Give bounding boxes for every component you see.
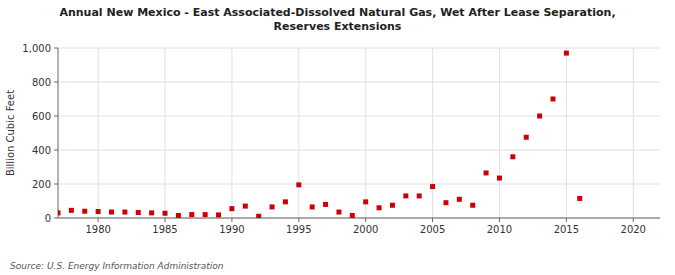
x-tick-label: 1980 <box>85 224 110 235</box>
y-tick-label: 200 <box>32 179 51 190</box>
y-tick-label: 1,000 <box>22 43 51 54</box>
point <box>189 212 194 217</box>
point <box>550 97 555 102</box>
y-tick <box>54 116 58 117</box>
x-tick <box>298 218 299 222</box>
grid-line <box>432 48 433 218</box>
point <box>430 184 435 189</box>
x-tick <box>499 218 500 222</box>
x-tick <box>566 218 567 222</box>
point <box>417 193 422 198</box>
point <box>336 210 341 215</box>
point <box>243 204 248 209</box>
y-tick <box>54 150 58 151</box>
title: Annual New Mexico - East Associated-Diss… <box>59 6 615 33</box>
point <box>163 211 168 216</box>
x-tick-label: 2020 <box>621 224 646 235</box>
point <box>457 197 462 202</box>
point <box>470 203 475 208</box>
y-tick <box>54 184 58 185</box>
grid-line <box>365 48 366 218</box>
x-tick-label: 1985 <box>152 224 177 235</box>
grid-line <box>231 48 232 218</box>
x-axis-line <box>58 218 660 219</box>
point <box>403 193 408 198</box>
grid-line <box>58 82 660 83</box>
grid-line <box>633 48 634 218</box>
grid-line <box>566 48 567 218</box>
grid-line <box>58 48 660 49</box>
point <box>577 196 582 201</box>
x-tick <box>98 218 99 222</box>
x-tick-label: 1990 <box>219 224 244 235</box>
axes: 0 200 400 600 800 1,000 1980 1985 1990 1995 2000 20… <box>22 43 660 236</box>
grid <box>58 48 660 218</box>
point <box>323 202 328 207</box>
point <box>69 208 74 213</box>
point <box>283 199 288 204</box>
x-tick <box>231 218 232 222</box>
x-tick <box>633 218 634 222</box>
point <box>109 210 114 215</box>
grid-line <box>58 184 660 185</box>
grid-line <box>58 218 660 219</box>
point <box>510 154 515 159</box>
point <box>484 170 489 175</box>
point <box>136 210 141 215</box>
point <box>216 212 221 217</box>
grid-line <box>298 48 299 218</box>
grid-line <box>98 48 99 218</box>
x-tick <box>432 218 433 222</box>
point <box>524 135 529 140</box>
x-tick <box>365 218 366 222</box>
grid-line <box>58 150 660 151</box>
point <box>256 214 261 218</box>
y-tick-label: 400 <box>32 145 51 156</box>
y-tick-label: 600 <box>32 111 51 122</box>
point <box>296 182 301 187</box>
grid-line <box>499 48 500 218</box>
points <box>58 51 582 218</box>
point <box>176 213 181 218</box>
y-axis-label: Billion Cubic Feet <box>5 90 16 176</box>
y-tick <box>54 48 58 49</box>
point <box>58 210 61 215</box>
point <box>443 200 448 205</box>
y-tick <box>54 82 58 83</box>
point <box>149 210 154 215</box>
point <box>203 212 208 217</box>
point <box>229 206 234 211</box>
source: Source: U.S. Energy Information Administ… <box>10 261 224 271</box>
y-axis-line <box>58 48 59 218</box>
x-tick-label: 2015 <box>554 224 579 235</box>
point <box>310 204 315 209</box>
x-tick-label: 2005 <box>420 224 445 235</box>
point <box>96 209 101 214</box>
point <box>377 205 382 210</box>
point <box>363 199 368 204</box>
point <box>537 114 542 119</box>
x-tick-label: 2010 <box>487 224 512 235</box>
chart: Annual New Mexico - East Associated-Diss… <box>0 0 675 275</box>
grid-line <box>58 116 660 117</box>
y-tick <box>54 218 58 219</box>
y-tick-label: 0 <box>45 213 51 224</box>
x-tick-label: 2000 <box>353 224 378 235</box>
x-tick <box>165 218 166 222</box>
title-line: Annual New Mexico - East Associated-Diss… <box>59 6 615 19</box>
x-tick-label: 1995 <box>286 224 311 235</box>
point <box>390 203 395 208</box>
point <box>350 213 355 218</box>
point <box>82 209 87 214</box>
title-line: Reserves Extensions <box>274 20 402 33</box>
point <box>122 210 127 215</box>
point <box>270 204 275 209</box>
point <box>564 51 569 56</box>
y-tick-label: 800 <box>32 77 51 88</box>
point <box>497 176 502 181</box>
grid-line <box>165 48 166 218</box>
